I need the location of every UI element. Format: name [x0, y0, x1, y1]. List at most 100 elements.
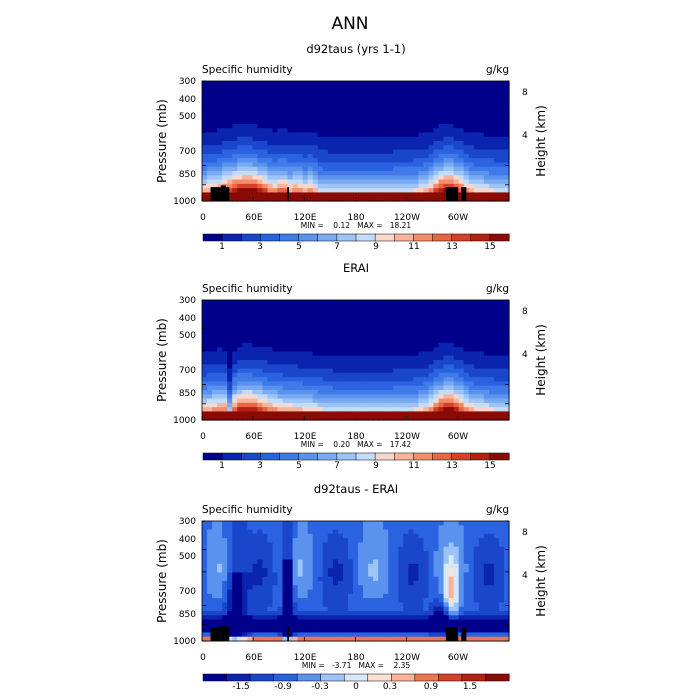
heatmap-cell — [272, 593, 279, 599]
heatmap-cell — [317, 158, 324, 164]
heatmap-cell — [403, 402, 409, 408]
heatmap-cell — [317, 98, 324, 104]
heatmap-cell — [297, 538, 304, 544]
heatmap-cell — [493, 615, 500, 621]
heatmap-cell — [458, 166, 465, 172]
heatmap-cell — [488, 162, 495, 168]
y-tick-label: 850 — [179, 389, 196, 399]
heatmap-cell — [493, 355, 500, 361]
heatmap-cell — [267, 102, 274, 108]
heatmap-cell — [503, 411, 510, 417]
heatmap-cell — [438, 153, 445, 159]
heatmap-cell — [503, 128, 510, 134]
heatmap-cell — [252, 377, 258, 383]
heatmap-cell — [393, 602, 399, 608]
heatmap-cell — [307, 525, 314, 531]
heatmap-cell — [443, 411, 450, 417]
heatmap-cell — [272, 153, 279, 159]
heatmap-cell — [222, 338, 228, 344]
heatmap-cell — [237, 330, 243, 335]
heatmap-cell — [342, 360, 349, 365]
heatmap-cell — [217, 149, 223, 155]
heatmap-cell — [312, 342, 319, 348]
heatmap-cell — [413, 529, 420, 535]
heatmap-cell — [378, 192, 384, 198]
heatmap-cell — [468, 102, 475, 108]
heatmap-cell — [398, 533, 404, 539]
heatmap-cell — [408, 123, 414, 129]
heatmap-cell — [478, 93, 485, 99]
heatmap-cell — [383, 585, 389, 591]
heatmap-cell — [247, 115, 253, 121]
heatmap-cell — [252, 589, 258, 595]
heatmap-cell — [307, 364, 314, 370]
heatmap-cell — [438, 183, 445, 189]
heatmap-cell — [287, 89, 294, 95]
heatmap-cell — [438, 555, 445, 561]
heatmap-cell — [307, 196, 314, 202]
heatmap-cell — [332, 568, 339, 574]
heatmap-cell — [322, 589, 329, 595]
panel-title: d92taus - ERAI — [314, 482, 398, 496]
heatmap-cell — [317, 555, 324, 561]
heatmap-cell — [262, 563, 269, 569]
heatmap-cell — [438, 385, 445, 391]
heatmap-cell — [453, 394, 460, 400]
heatmap-cell — [352, 555, 359, 561]
heatmap-cell — [257, 119, 263, 125]
heatmap-cell — [297, 145, 304, 151]
heatmap-cell — [468, 171, 475, 176]
heatmap-cell — [322, 611, 329, 616]
heatmap-cell — [202, 415, 208, 421]
heatmap-cell — [418, 128, 425, 134]
heatmap-cell — [473, 183, 480, 189]
heatmap-cell — [247, 538, 253, 544]
heatmap-cell — [232, 312, 238, 318]
heatmap-cell — [408, 615, 414, 621]
heatmap-cell — [227, 145, 233, 151]
heatmap-cell — [398, 317, 404, 323]
heatmap-cell — [443, 381, 450, 387]
x-tick-label: 60W — [448, 432, 468, 442]
heatmap-cell — [493, 183, 500, 189]
heatmap-cell — [352, 568, 359, 574]
heatmap-cell — [408, 529, 414, 535]
heatmap-cell — [368, 136, 374, 142]
heatmap-cell — [282, 119, 289, 125]
heatmap-cell — [337, 81, 344, 86]
heatmap-cell — [368, 304, 374, 310]
heatmap-cell — [282, 611, 289, 616]
heatmap-cell — [347, 300, 354, 305]
heatmap-cell — [483, 568, 490, 574]
heatmap-cell — [337, 119, 344, 125]
heatmap-cell — [378, 598, 384, 604]
heatmap-cell — [498, 572, 505, 578]
heatmap-cell — [428, 521, 435, 526]
heatmap-cell — [438, 563, 445, 569]
heatmap-cell — [217, 368, 223, 374]
heatmap-cell — [292, 602, 299, 608]
heatmap-cell — [433, 525, 440, 531]
heatmap-cell — [292, 559, 299, 565]
heatmap-cell — [473, 598, 480, 604]
heatmap-cell — [237, 598, 243, 604]
heatmap-cell — [207, 106, 213, 112]
heatmap-cell — [393, 123, 399, 129]
heatmap-cell — [413, 546, 420, 552]
heatmap-cell — [418, 179, 425, 185]
heatmap-cell — [473, 81, 480, 86]
heatmap-cell — [332, 355, 339, 361]
heatmap-cell — [327, 128, 334, 134]
heatmap-cell — [363, 619, 369, 625]
heatmap-cell — [342, 162, 349, 168]
heatmap-cell — [217, 347, 223, 353]
heatmap-cell — [378, 368, 384, 374]
heatmap-cell — [292, 141, 299, 146]
heatmap-cell — [423, 179, 430, 185]
heatmap-cell — [448, 183, 455, 189]
heatmap-cell — [368, 123, 374, 129]
heatmap-cell — [297, 342, 304, 348]
heatmap-cell — [453, 606, 460, 612]
heatmap-cell — [493, 538, 500, 544]
heatmap-cell — [438, 338, 445, 344]
